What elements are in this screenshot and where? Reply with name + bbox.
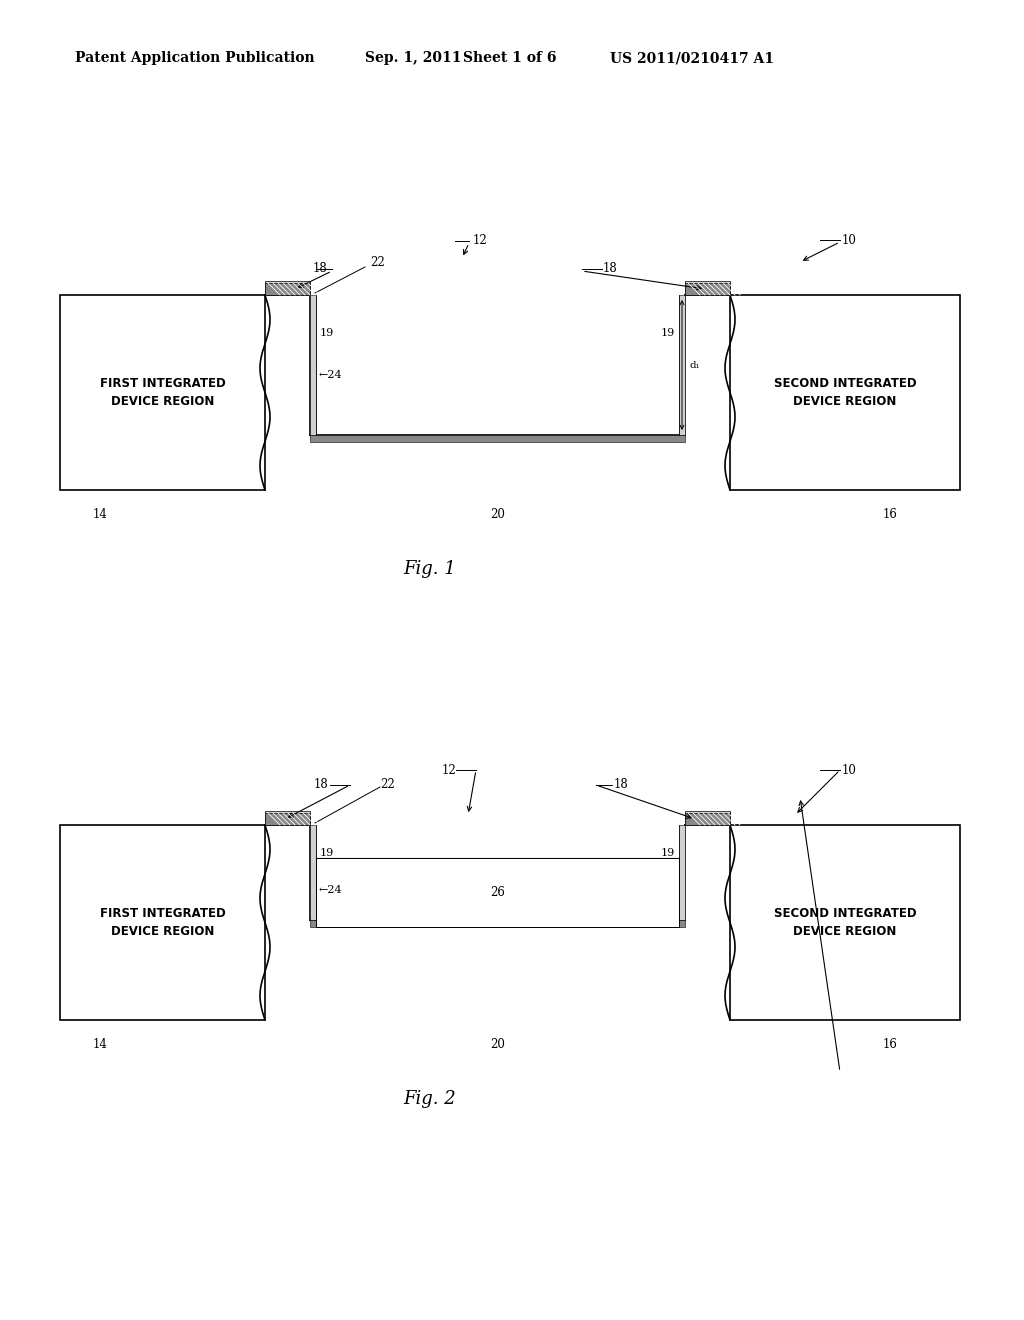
Text: 19: 19	[660, 327, 675, 338]
Bar	[60, 294, 265, 490]
Text: 19: 19	[319, 327, 334, 338]
Bar	[265, 282, 310, 294]
Text: FIRST INTEGRATED
DEVICE REGION: FIRST INTEGRATED DEVICE REGION	[99, 378, 225, 408]
Text: 19: 19	[660, 847, 675, 858]
Text: US 2011/0210417 A1: US 2011/0210417 A1	[610, 51, 774, 65]
Text: Patent Application Publication: Patent Application Publication	[75, 51, 314, 65]
Text: Fig. 1: Fig. 1	[403, 560, 457, 578]
Text: 14: 14	[92, 508, 108, 521]
Bar	[310, 436, 685, 442]
Bar	[265, 813, 310, 825]
Bar	[685, 282, 730, 294]
Bar	[310, 294, 316, 436]
Bar	[310, 825, 316, 920]
Text: 19: 19	[319, 847, 334, 858]
Bar	[685, 281, 730, 294]
Text: ←24: ←24	[319, 370, 343, 380]
Text: 20: 20	[490, 1038, 505, 1051]
Text: d₁: d₁	[690, 360, 700, 370]
Text: Fig. 2: Fig. 2	[403, 1090, 457, 1107]
Bar	[685, 810, 730, 825]
Bar	[730, 825, 961, 1020]
Text: 18: 18	[603, 263, 617, 276]
Text: 18: 18	[312, 263, 327, 276]
Text: 26: 26	[490, 886, 505, 899]
Text: Sheet 1 of 6: Sheet 1 of 6	[463, 51, 556, 65]
Bar	[265, 281, 310, 294]
Text: 20: 20	[490, 508, 505, 521]
Text: 12: 12	[473, 235, 487, 248]
Bar	[730, 294, 961, 490]
Text: 12: 12	[441, 763, 456, 776]
Bar	[679, 825, 685, 920]
Bar	[316, 858, 679, 927]
Text: Sep. 1, 2011: Sep. 1, 2011	[365, 51, 462, 65]
Bar	[685, 813, 730, 825]
Bar	[60, 825, 265, 1020]
Text: 16: 16	[883, 508, 897, 521]
Text: 14: 14	[92, 1038, 108, 1051]
Text: 18: 18	[614, 779, 629, 792]
Text: 16: 16	[883, 1038, 897, 1051]
Text: FIRST INTEGRATED
DEVICE REGION: FIRST INTEGRATED DEVICE REGION	[99, 907, 225, 939]
Text: ←24: ←24	[319, 884, 343, 895]
Text: 18: 18	[313, 779, 328, 792]
Bar	[265, 810, 310, 825]
Text: 22: 22	[380, 779, 394, 792]
Text: 10: 10	[842, 763, 857, 776]
Text: 22: 22	[370, 256, 385, 269]
Text: SECOND INTEGRATED
DEVICE REGION: SECOND INTEGRATED DEVICE REGION	[774, 378, 916, 408]
Text: SECOND INTEGRATED
DEVICE REGION: SECOND INTEGRATED DEVICE REGION	[774, 907, 916, 939]
Bar	[310, 920, 685, 927]
Bar	[679, 294, 685, 436]
Text: 10: 10	[842, 234, 857, 247]
